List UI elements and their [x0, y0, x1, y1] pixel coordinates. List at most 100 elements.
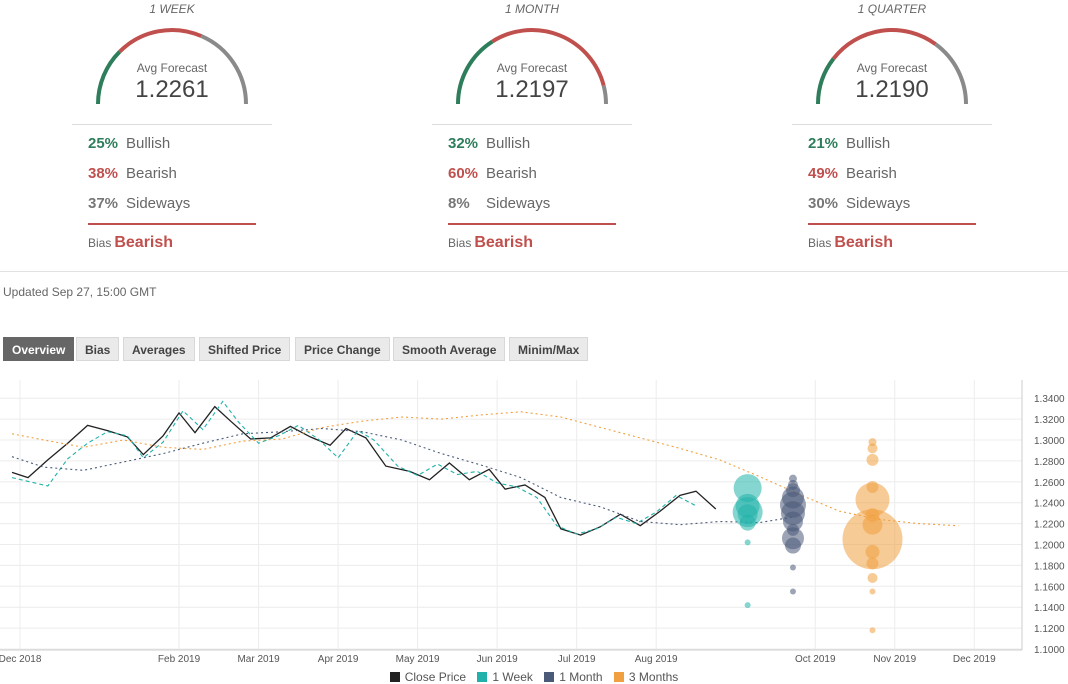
bearish-pct: 49%	[808, 165, 839, 182]
legend-close-price[interactable]: Close Price	[389, 670, 467, 684]
bias-value: Bearish	[834, 234, 894, 251]
forecast-bubble-1-week[interactable]	[739, 514, 756, 531]
y-tick-label: 1.1600	[1034, 582, 1065, 593]
bias-label: Bias	[88, 236, 112, 250]
tab-shifted-price[interactable]: Shifted Price	[199, 337, 291, 361]
bearish-label: Bearish	[846, 165, 897, 182]
tab-minim-max[interactable]: Minim/Max	[509, 337, 589, 361]
forecast-bubble-3-months[interactable]	[869, 627, 876, 634]
gauge-bullish-arc	[96, 50, 122, 105]
bias-rule	[88, 223, 256, 225]
legend-3-months[interactable]: 3 Months	[613, 670, 679, 684]
sideways-label: Sideways	[846, 195, 911, 212]
sideways-row: 30% Sideways	[808, 195, 910, 212]
divider	[432, 124, 632, 125]
forecast-bubble-1-month[interactable]	[782, 511, 803, 532]
forecast-bubble-1-month[interactable]	[784, 537, 801, 554]
bullish-pct: 25%	[88, 135, 119, 152]
updated-timestamp: Updated Sep 27, 15:00 GMT	[3, 285, 157, 299]
forecast-bubble-1-week[interactable]	[733, 474, 762, 503]
tab-price-change[interactable]: Price Change	[295, 337, 390, 361]
bullish-label: Bullish	[126, 135, 171, 152]
bullish-label: Bullish	[486, 135, 531, 152]
forecast-bubble-3-months[interactable]	[867, 443, 878, 454]
avg-forecast-label: Avg Forecast	[856, 61, 928, 75]
sideways-label: Sideways	[126, 195, 191, 212]
bias-value: Bearish	[474, 234, 534, 251]
bullish-row: 32% Bullish	[448, 135, 530, 152]
bullish-row: 21% Bullish	[808, 135, 890, 152]
y-tick-label: 1.1000	[1034, 645, 1065, 656]
avg-forecast-label: Avg Forecast	[496, 61, 568, 75]
avg-forecast-value: 1.2261	[135, 76, 209, 103]
legend-swatch	[613, 672, 624, 682]
gauge-bullish-arc	[456, 39, 494, 105]
legend-1-week[interactable]: 1 Week	[477, 670, 533, 684]
plot-background	[0, 378, 1068, 666]
avg-forecast-value: 1.2197	[495, 76, 569, 103]
x-tick-label: May 2019	[396, 654, 440, 665]
bias-label: Bias	[448, 236, 472, 250]
bullish-pct: 32%	[448, 135, 479, 152]
y-tick-label: 1.1400	[1034, 603, 1065, 614]
forecast-bubble-3-months[interactable]	[855, 482, 890, 517]
legend-1-month[interactable]: 1 Month	[544, 670, 603, 684]
tab-bias[interactable]: Bias	[76, 337, 120, 361]
forecast-bubble-3-months[interactable]	[842, 509, 903, 570]
forecast-gauge	[96, 28, 248, 105]
legend-label: Close Price	[404, 670, 467, 684]
forecast-bubble-1-week[interactable]	[744, 539, 751, 546]
series-line-1-week	[11, 400, 697, 535]
gauge-bearish-arc	[491, 28, 606, 87]
period-title: 1 MONTH	[505, 2, 559, 16]
bullish-row: 25% Bullish	[88, 135, 170, 152]
tab-smooth-average[interactable]: Smooth Average	[393, 337, 506, 361]
forecast-gauge	[456, 28, 608, 105]
y-tick-label: 1.3400	[1034, 394, 1065, 405]
forecast-bubble-3-months[interactable]	[866, 453, 879, 466]
legend-label: 1 Week	[492, 670, 533, 684]
x-tick-label: Feb 2019	[158, 654, 201, 665]
sideways-label: Sideways	[486, 195, 551, 212]
tab-averages[interactable]: Averages	[123, 337, 195, 361]
sideways-pct: 37%	[88, 195, 119, 212]
bias-value: Bearish	[114, 234, 174, 251]
bearish-label: Bearish	[486, 165, 537, 182]
bearish-row: 49% Bearish	[808, 165, 897, 182]
bearish-label: Bearish	[126, 165, 177, 182]
sideways-pct: 8%	[448, 195, 470, 212]
x-tick-label: Aug 2019	[635, 654, 678, 665]
legend-label: 1 Month	[559, 670, 603, 684]
forecast-bubble-3-months[interactable]	[866, 557, 879, 570]
forecast-bubble-1-week[interactable]	[744, 602, 751, 609]
sideways-pct: 30%	[808, 195, 839, 212]
legend-swatch	[477, 672, 488, 682]
legend-label: 3 Months	[628, 670, 679, 684]
forecast-bubble-3-months[interactable]	[867, 572, 878, 583]
series-line-1-month	[11, 427, 792, 526]
forecast-bubble-1-month[interactable]	[789, 588, 796, 595]
forecast-bubble-3-months[interactable]	[865, 544, 880, 559]
divider	[72, 124, 272, 125]
y-tick-label: 1.3200	[1034, 415, 1065, 426]
gauge-sideways-arc	[601, 85, 608, 105]
x-tick-label: Mar 2019	[237, 654, 280, 665]
gauge-bearish-arc	[831, 28, 937, 60]
gauge-bullish-arc	[816, 57, 836, 105]
forecast-gauge	[816, 28, 968, 105]
sideways-row: 8% Sideways	[448, 195, 550, 212]
y-tick-label: 1.2400	[1034, 499, 1065, 510]
forecast-bubble-1-month[interactable]	[789, 564, 796, 571]
y-tick-label: 1.2800	[1034, 457, 1065, 468]
x-tick-label: Jul 2019	[558, 654, 596, 665]
tab-overview[interactable]: Overview	[3, 337, 75, 361]
period-title: 1 WEEK	[149, 2, 195, 16]
section-divider	[0, 271, 1068, 272]
x-tick-label: Dec 2019	[953, 654, 996, 665]
bullish-label: Bullish	[846, 135, 891, 152]
chart-legend: Close Price 1 Week 1 Month 3 Months	[0, 670, 1068, 684]
x-tick-label: Dec 2018	[0, 654, 42, 665]
forecast-bubble-3-months[interactable]	[869, 588, 876, 595]
y-tick-label: 1.1800	[1034, 561, 1065, 572]
bias: Bias Bearish	[808, 234, 893, 252]
